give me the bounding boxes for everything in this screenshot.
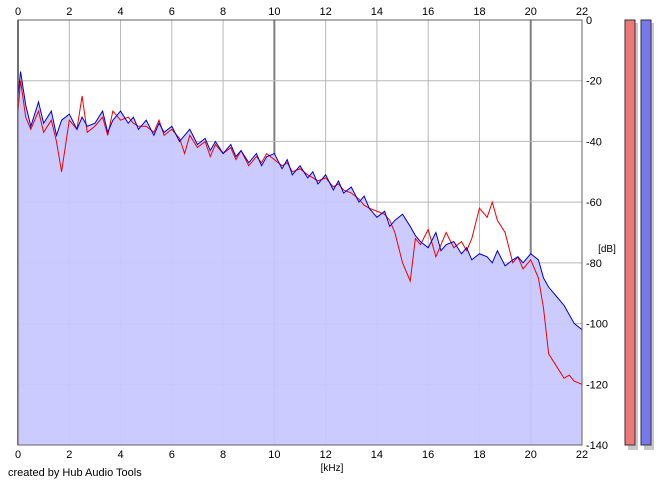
x-tick-label-top: 22 [576, 6, 588, 18]
x-unit-label: [kHz] [321, 463, 344, 474]
x-tick-label-bottom: 14 [371, 449, 383, 461]
y-axis-right: 0 -20 -40 -60 -80 -100 -120 -140 [586, 15, 608, 452]
x-axis-top: 0 2 4 6 8 10 12 14 16 18 20 22 [15, 6, 588, 18]
x-tick-label-top: 8 [220, 6, 226, 18]
x-tick-label-bottom: 22 [576, 449, 588, 461]
x-tick-label-bottom: 10 [268, 449, 280, 461]
x-tick-label-bottom: 2 [66, 449, 72, 461]
y-tick-label: -80 [586, 258, 602, 270]
series-lines [17, 71, 583, 385]
x-tick-label-bottom: 4 [117, 449, 123, 461]
x-tick-label-top: 18 [473, 6, 485, 18]
x-tick-label-bottom: 20 [525, 449, 537, 461]
y-tick-label: -100 [586, 319, 608, 331]
y-tick-label: -140 [586, 440, 608, 452]
series-line-blue [17, 71, 583, 331]
plot-frame [17, 19, 583, 446]
x-tick-label-top: 10 [268, 6, 280, 18]
meter-red [624, 19, 636, 446]
level-meters [624, 19, 654, 450]
meter-blue [640, 19, 652, 446]
x-tick-label-bottom: 12 [320, 449, 332, 461]
y-tick-label: -120 [586, 379, 608, 391]
x-tick-label-bottom: 0 [15, 449, 21, 461]
spectrum-fill-layer [18, 71, 582, 445]
y-tick-label: -40 [586, 136, 602, 148]
x-tick-label-top: 6 [169, 6, 175, 18]
x-tick-label-top: 2 [66, 6, 72, 18]
y-tick-label: -20 [586, 76, 602, 88]
x-tick-label-top: 0 [15, 6, 21, 18]
x-tick-label-bottom: 8 [220, 449, 226, 461]
x-tick-label-top: 4 [117, 6, 123, 18]
x-tick-label-bottom: 6 [169, 449, 175, 461]
spectrum-fill [18, 71, 582, 445]
x-tick-label-top: 14 [371, 6, 383, 18]
y-unit-label: [dB] [598, 244, 616, 255]
x-axis-bottom: 0 2 4 6 8 10 12 14 16 18 20 22 [15, 449, 588, 461]
x-tick-label-bottom: 18 [473, 449, 485, 461]
x-tick-label-top: 16 [422, 6, 434, 18]
y-tick-label: 0 [586, 15, 592, 27]
credit-text: created by Hub Audio Tools [8, 467, 142, 479]
x-tick-label-bottom: 16 [422, 449, 434, 461]
y-tick-label: -60 [586, 197, 602, 209]
x-tick-label-top: 20 [525, 6, 537, 18]
x-tick-label-top: 12 [320, 6, 332, 18]
